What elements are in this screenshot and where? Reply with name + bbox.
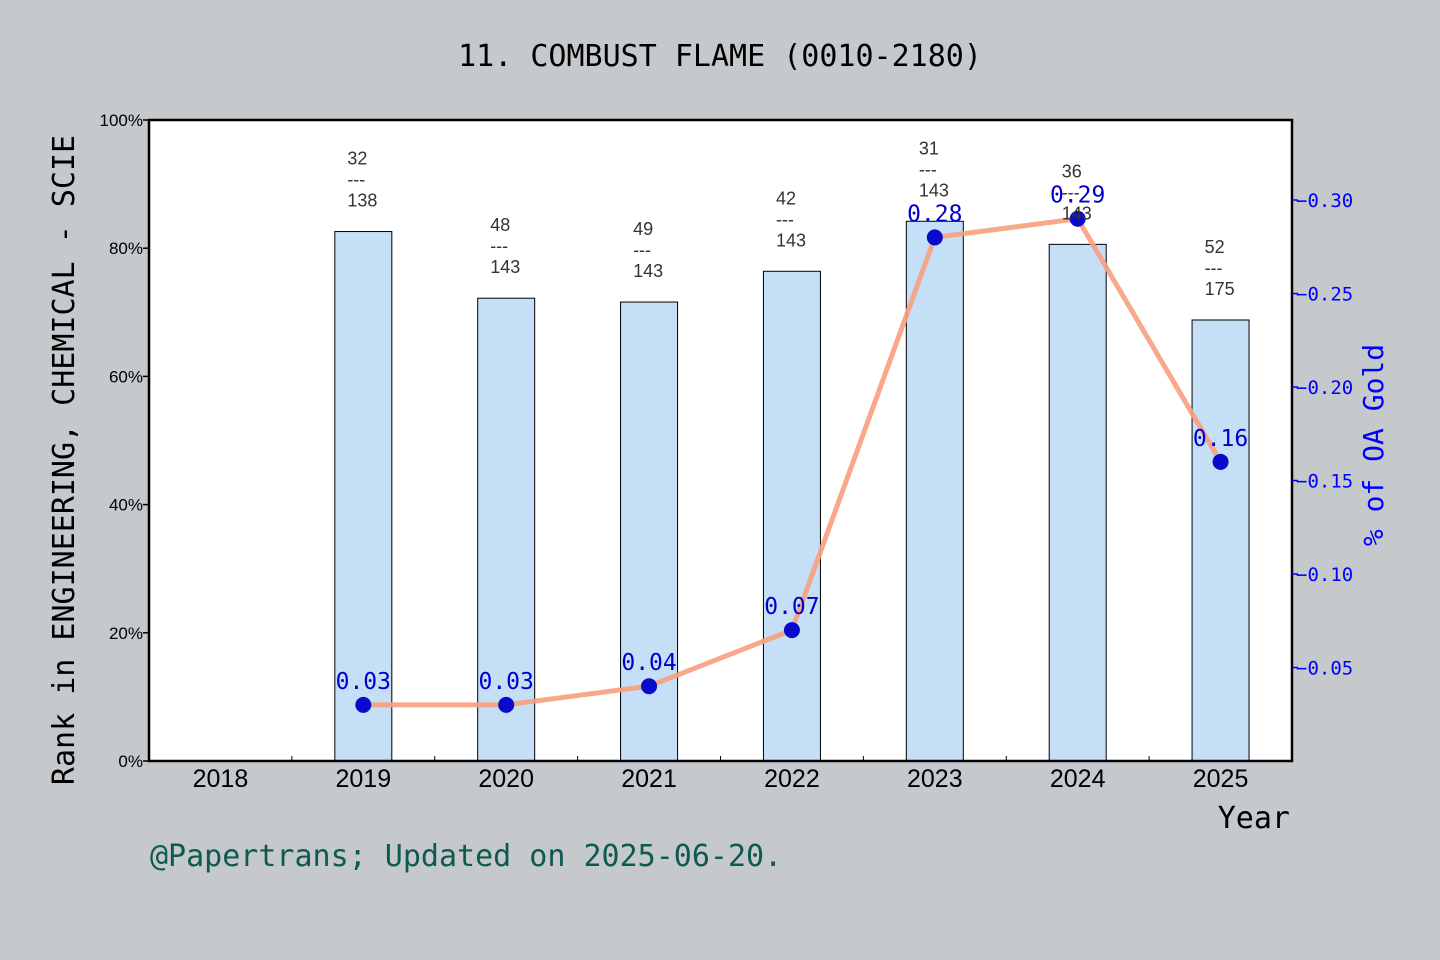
oa-point-2021 — [641, 678, 658, 695]
bar-2019 — [334, 231, 393, 762]
right-axis: −0.05 −0.10 −0.15 −0.20 −0.25 −0.30 — [1292, 190, 1353, 680]
y-left-tick-label: 60% — [109, 367, 143, 386]
bar-separator-label-2025: --- — [1205, 258, 1223, 278]
footer-credit: @Papertrans; Updated on 2025-06-20. — [150, 839, 782, 874]
y-right-tick-label: −0.30 — [1296, 190, 1353, 212]
x-tick-label-2019: 2019 — [336, 765, 392, 793]
bar-2020 — [477, 297, 536, 762]
y-right-tick-label: −0.25 — [1296, 284, 1353, 306]
x-tick-label-2022: 2022 — [764, 765, 820, 793]
bar-rank-label-2024: 36 — [1062, 161, 1082, 181]
x-tick-label-2024: 2024 — [1050, 765, 1106, 793]
bar-separator-label-2024: --- — [1062, 182, 1080, 202]
bar-rank-label-2023: 31 — [919, 138, 939, 158]
bar-2023 — [905, 220, 964, 762]
x-axis: 2018 2019 2020 2021 2022 2023 2024 2025 — [148, 756, 1249, 793]
y-left-tick-label: 40% — [109, 496, 143, 515]
y-left-tick-label: 80% — [109, 239, 143, 258]
bar-total-label-2024: 143 — [1062, 203, 1092, 223]
y-right-tick-label: −0.20 — [1296, 377, 1353, 399]
oa-value-label-2022: 0.07 — [764, 594, 819, 620]
x-tick-label-2023: 2023 — [907, 765, 963, 793]
plot-area — [149, 120, 1292, 761]
oa-value-label-2020: 0.03 — [478, 669, 533, 695]
bar-rank-label-2021: 49 — [633, 219, 653, 239]
y-left-tick-label: 20% — [109, 624, 143, 643]
labels-layer: 32---13848---14349---14342---14331---143… — [336, 138, 1249, 695]
x-tick-label-2020: 2020 — [478, 765, 534, 793]
bar-total-label-2023: 143 — [919, 180, 949, 200]
x-tick-label-2025: 2025 — [1193, 765, 1249, 793]
oa-point-2024 — [1069, 210, 1086, 227]
x-tick-label-2021: 2021 — [621, 765, 677, 793]
y-right-tick-label: −0.15 — [1296, 471, 1353, 493]
oa-point-2025 — [1212, 453, 1229, 470]
bar-separator-label-2019: --- — [347, 170, 365, 190]
bar-2025 — [1191, 319, 1250, 762]
bar-separator-label-2023: --- — [919, 159, 937, 179]
bar-2022 — [762, 270, 821, 762]
line-layer — [355, 210, 1229, 713]
bar-total-label-2022: 143 — [776, 230, 806, 250]
y-right-tick-label: −0.10 — [1296, 564, 1353, 586]
y-right-tick-label: −0.05 — [1296, 658, 1353, 680]
oa-value-label-2025: 0.16 — [1193, 426, 1248, 452]
y-axis-left-label: Rank in ENGINEERING, CHEMICAL - SCIE — [47, 135, 82, 785]
x-tick-label-2018: 2018 — [193, 765, 249, 793]
oa-value-label-2024: 0.29 — [1050, 183, 1105, 209]
y-left-tick-label: 0% — [118, 752, 143, 771]
bar-total-label-2025: 175 — [1205, 279, 1235, 299]
bar-separator-label-2020: --- — [490, 236, 508, 256]
bar-total-label-2019: 138 — [347, 191, 377, 211]
oa-value-label-2021: 0.04 — [621, 650, 676, 676]
chart-title: 11. COMBUST FLAME (0010-2180) — [458, 39, 982, 74]
bar-rank-label-2020: 48 — [490, 215, 510, 235]
bar-separator-label-2021: --- — [633, 240, 651, 260]
bar-2024 — [1048, 243, 1107, 762]
y-axis-right-label: % of OA Gold — [1357, 344, 1390, 546]
oa-value-label-2019: 0.03 — [336, 669, 391, 695]
y-left-tick-label: 100% — [100, 111, 143, 130]
oa-point-2019 — [355, 696, 372, 713]
bar-rank-label-2025: 52 — [1205, 237, 1225, 257]
bar-total-label-2021: 143 — [633, 261, 663, 281]
bar-separator-label-2022: --- — [776, 209, 794, 229]
oa-point-2022 — [783, 622, 800, 639]
bar-total-label-2020: 143 — [490, 257, 520, 277]
left-axis: 0% 20% 40% 60% 80% 100% — [100, 111, 149, 771]
oa-point-2020 — [498, 696, 515, 713]
x-axis-label: Year — [1218, 801, 1290, 836]
oa-point-2023 — [926, 229, 943, 246]
bar-rank-label-2022: 42 — [776, 188, 796, 208]
oa-value-label-2023: 0.28 — [907, 201, 962, 227]
bar-rank-label-2019: 32 — [347, 149, 367, 169]
